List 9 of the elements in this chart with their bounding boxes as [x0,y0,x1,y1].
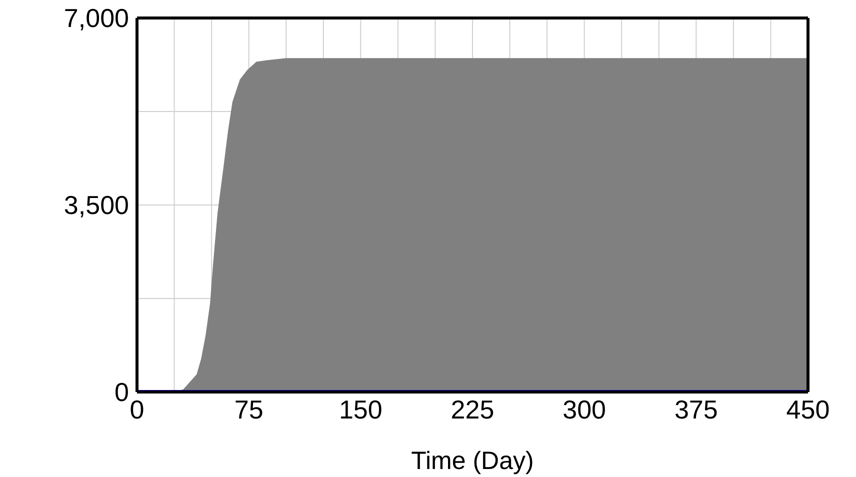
x-tick-label: 300 [562,394,606,424]
x-axis-title: Time (Day) [411,447,534,475]
y-tick-label: 3,500 [64,190,129,220]
x-tick-label: 450 [786,394,830,424]
x-tick-label: 225 [450,394,494,424]
y-tick-label: 7,000 [64,3,129,34]
x-tick-label: 150 [338,394,382,424]
x-tick-label: 75 [234,394,264,424]
x-tick-label: 375 [674,394,718,424]
